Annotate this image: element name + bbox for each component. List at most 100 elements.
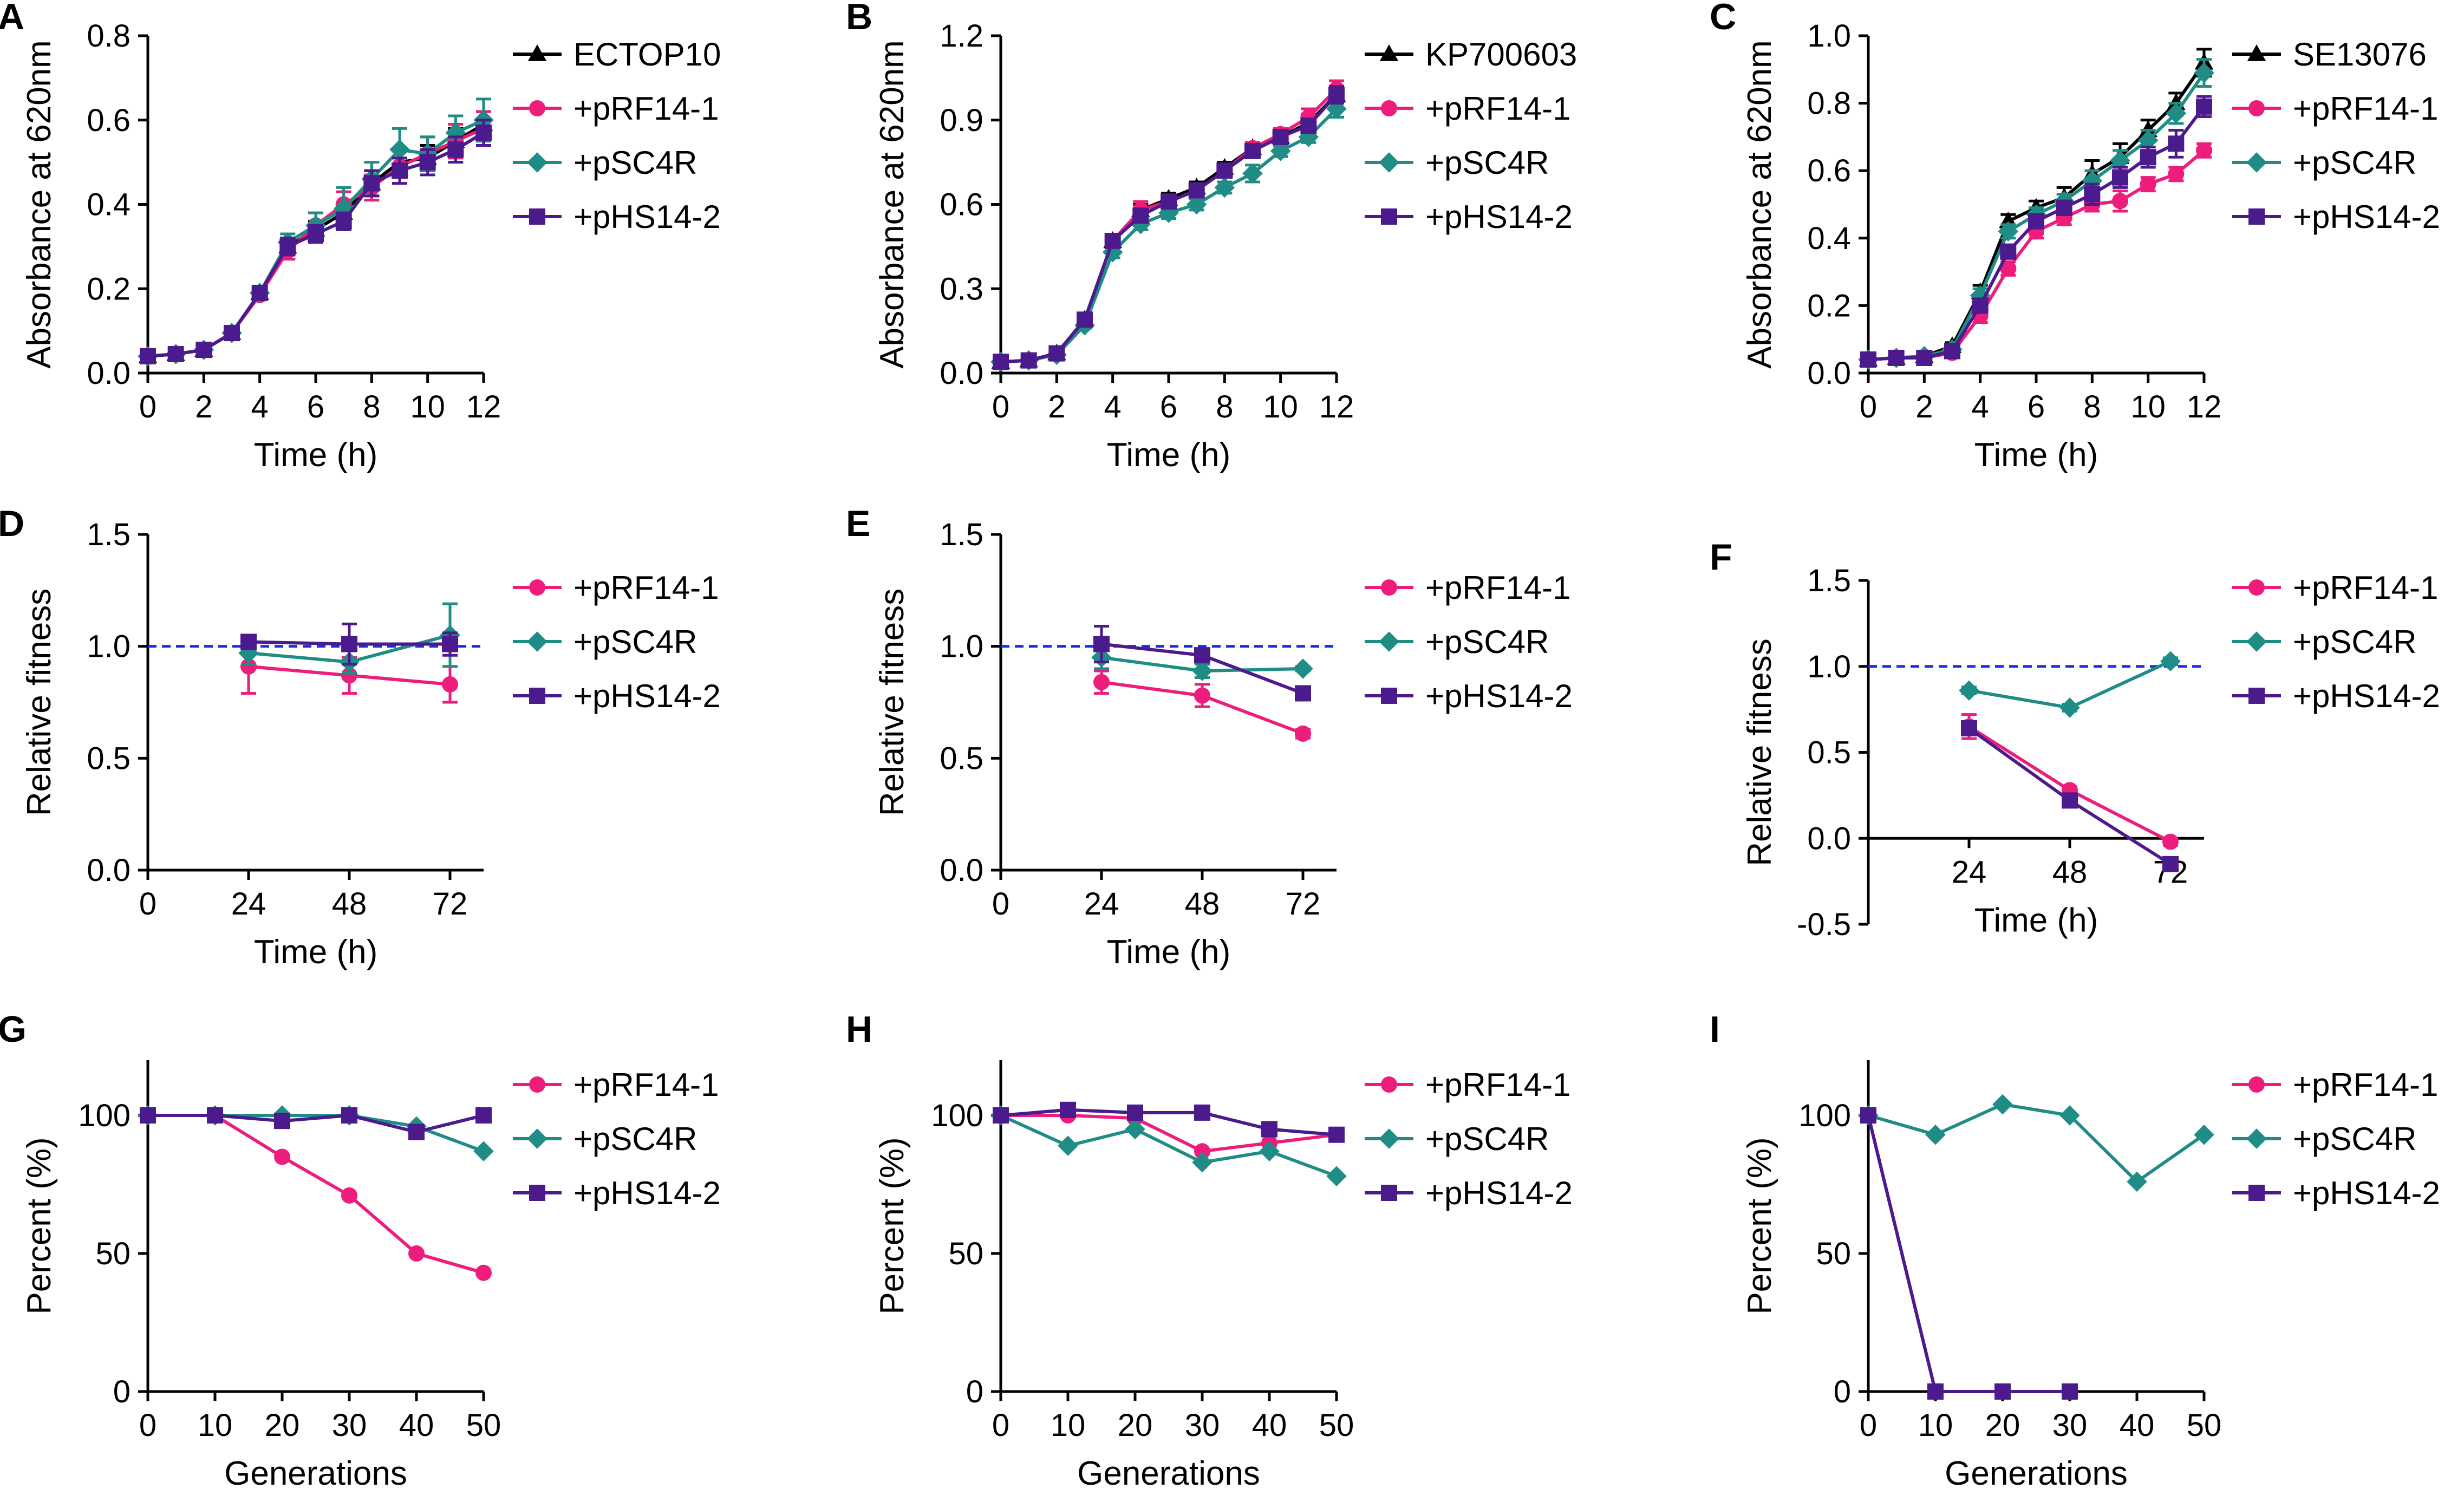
x-axis-label-h: Generations xyxy=(1077,1455,1260,1492)
x-tick-label-g: 10 xyxy=(198,1408,233,1443)
y-tick-label-a: 0.2 xyxy=(87,271,131,306)
legend-item-pRF-d: +pRF14-1 xyxy=(513,570,719,606)
series-line-pHS-h xyxy=(1000,1108,1337,1137)
data-point-pRF-d xyxy=(240,658,257,675)
legend-label-pSC-d: +pSC4R xyxy=(573,624,697,660)
series-line-pRF-h xyxy=(1001,1114,1337,1153)
x-tick-label-h: 0 xyxy=(992,1408,1009,1443)
y-axis-label-b: Absorbance at 620nm xyxy=(874,40,911,369)
data-point-pHS-b xyxy=(993,354,1009,370)
panel-letter-f: F xyxy=(1710,537,1732,578)
x-axis-label-a: Time (h) xyxy=(254,436,377,474)
data-point-pHS-a xyxy=(447,141,464,158)
series-pSC-i xyxy=(1858,1094,2214,1192)
x-axis-label-b: Time (h) xyxy=(1107,436,1230,474)
legend-marker-pHS-i xyxy=(2248,1185,2265,1201)
data-point-pHS-a xyxy=(251,285,268,302)
x-tick-label-d: 0 xyxy=(139,886,157,922)
legend-item-pSC-f: +pSC4R xyxy=(2232,624,2416,660)
x-tick-label-b: 8 xyxy=(1216,389,1233,425)
x-tick-label-h: 10 xyxy=(1051,1408,1086,1443)
data-point-pHS-c xyxy=(2168,135,2185,152)
x-tick-label-b: 2 xyxy=(1048,389,1065,425)
data-point-pSC-a xyxy=(389,139,410,160)
series-pHS-d xyxy=(240,622,458,666)
series-pSC-f xyxy=(1959,651,2181,718)
y-tick-label-c: 0.6 xyxy=(1807,153,1851,188)
series-pRF-i xyxy=(1860,1107,2078,1400)
data-point-pHS-c xyxy=(1944,343,1960,360)
data-point-pHS-c xyxy=(2056,199,2072,216)
legend-item-pSC-g: +pSC4R xyxy=(513,1121,697,1157)
legend-label-pRF-i: +pRF14-1 xyxy=(2293,1067,2438,1103)
legend-marker-pHS-a xyxy=(529,208,545,225)
y-tick-label-e: 1.0 xyxy=(940,629,983,664)
data-point-pHS-c xyxy=(2084,186,2101,203)
data-point-pHS-h xyxy=(1261,1121,1277,1138)
legend-marker-pHS-e xyxy=(1381,688,1397,704)
legend-marker-pSC-b xyxy=(1379,152,1399,173)
data-point-pHS-b xyxy=(1216,162,1233,179)
y-tick-label-a: 0.6 xyxy=(87,103,131,138)
x-tick-label-h: 30 xyxy=(1185,1408,1220,1443)
legend-label-pRF-f: +pRF14-1 xyxy=(2293,570,2438,606)
y-tick-label-g: 100 xyxy=(78,1098,131,1133)
y-tick-label-f: 1.0 xyxy=(1807,649,1851,684)
panel-letter-c: C xyxy=(1710,0,1737,37)
data-point-pHS-h xyxy=(1060,1101,1076,1118)
legend-item-pSC-d: +pSC4R xyxy=(513,624,697,660)
y-axis-label-f: Relative fitness xyxy=(1741,638,1778,866)
x-tick-label-h: 40 xyxy=(1252,1408,1287,1443)
y-tick-label-g: 0 xyxy=(113,1374,131,1409)
y-tick-label-b: 0.9 xyxy=(940,103,983,138)
legend-item-pRF-c: +pRF14-1 xyxy=(2232,90,2438,127)
data-point-pHS-a xyxy=(279,238,296,255)
data-point-pHS-c xyxy=(2196,98,2212,115)
legend-label-pRF-g: +pRF14-1 xyxy=(573,1067,719,1103)
y-tick-label-a: 0.4 xyxy=(87,187,131,223)
series-line-pRF-i xyxy=(1867,1115,2070,1393)
legend-item-pSC-b: +pSC4R xyxy=(1365,145,1549,181)
series-pHS-f xyxy=(1961,720,2179,872)
y-tick-label-f: 1.5 xyxy=(1807,563,1851,598)
x-tick-label-d: 72 xyxy=(433,886,468,922)
y-tick-label-d: 1.5 xyxy=(87,517,131,552)
legend-marker-pRF-i xyxy=(2248,1076,2265,1093)
x-tick-label-a: 10 xyxy=(410,389,445,425)
legend-marker-ctrl-c xyxy=(2247,44,2266,61)
data-point-pRF-g xyxy=(475,1264,492,1281)
y-tick-label-i: 0 xyxy=(1834,1374,1851,1409)
series-line-pRF-g xyxy=(148,1114,484,1275)
series-pRF-b xyxy=(993,79,1345,370)
y-axis-label-d: Relative fitness xyxy=(21,589,58,816)
panel-letter-a: A xyxy=(0,0,25,37)
data-point-pSC-c xyxy=(1998,221,2019,242)
legend-marker-pRF-d xyxy=(529,579,545,596)
legend-label-pSC-g: +pSC4R xyxy=(573,1121,697,1157)
y-axis-label-e: Relative fitness xyxy=(874,589,911,816)
legend-marker-pHS-c xyxy=(2248,208,2265,225)
legend-label-pRF-c: +pRF14-1 xyxy=(2293,90,2438,127)
y-tick-label-i: 100 xyxy=(1798,1098,1851,1133)
legend-marker-pSC-d xyxy=(527,631,547,652)
data-point-pHS-a xyxy=(392,162,408,179)
data-point-pSC-h xyxy=(1058,1135,1078,1156)
data-point-pSC-b xyxy=(1270,141,1291,161)
legend-label-pSC-f: +pSC4R xyxy=(2293,624,2416,660)
x-tick-label-b: 10 xyxy=(1263,389,1298,425)
data-point-pHS-i xyxy=(1994,1383,2011,1400)
data-point-pHS-e xyxy=(1194,647,1210,664)
series-pHS-e xyxy=(1093,624,1311,702)
data-point-pHS-h xyxy=(1328,1126,1345,1143)
legend-marker-pRF-a xyxy=(529,100,545,116)
data-point-pRF-c xyxy=(2112,193,2128,210)
data-point-pHS-b xyxy=(1244,142,1261,159)
legend-marker-pSC-g xyxy=(527,1128,547,1149)
panel-i: 0 50 100 0 10 20 30 40 50 Generations Percent (%) +… xyxy=(1741,1060,2440,1492)
panel-letter-e: E xyxy=(846,503,871,544)
x-tick-label-c: 12 xyxy=(2187,389,2222,425)
x-tick-label-h: 20 xyxy=(1118,1408,1153,1443)
series-pRF-d xyxy=(240,638,458,704)
x-tick-label-f: 48 xyxy=(2052,854,2088,890)
data-point-pHS-a xyxy=(308,226,324,243)
